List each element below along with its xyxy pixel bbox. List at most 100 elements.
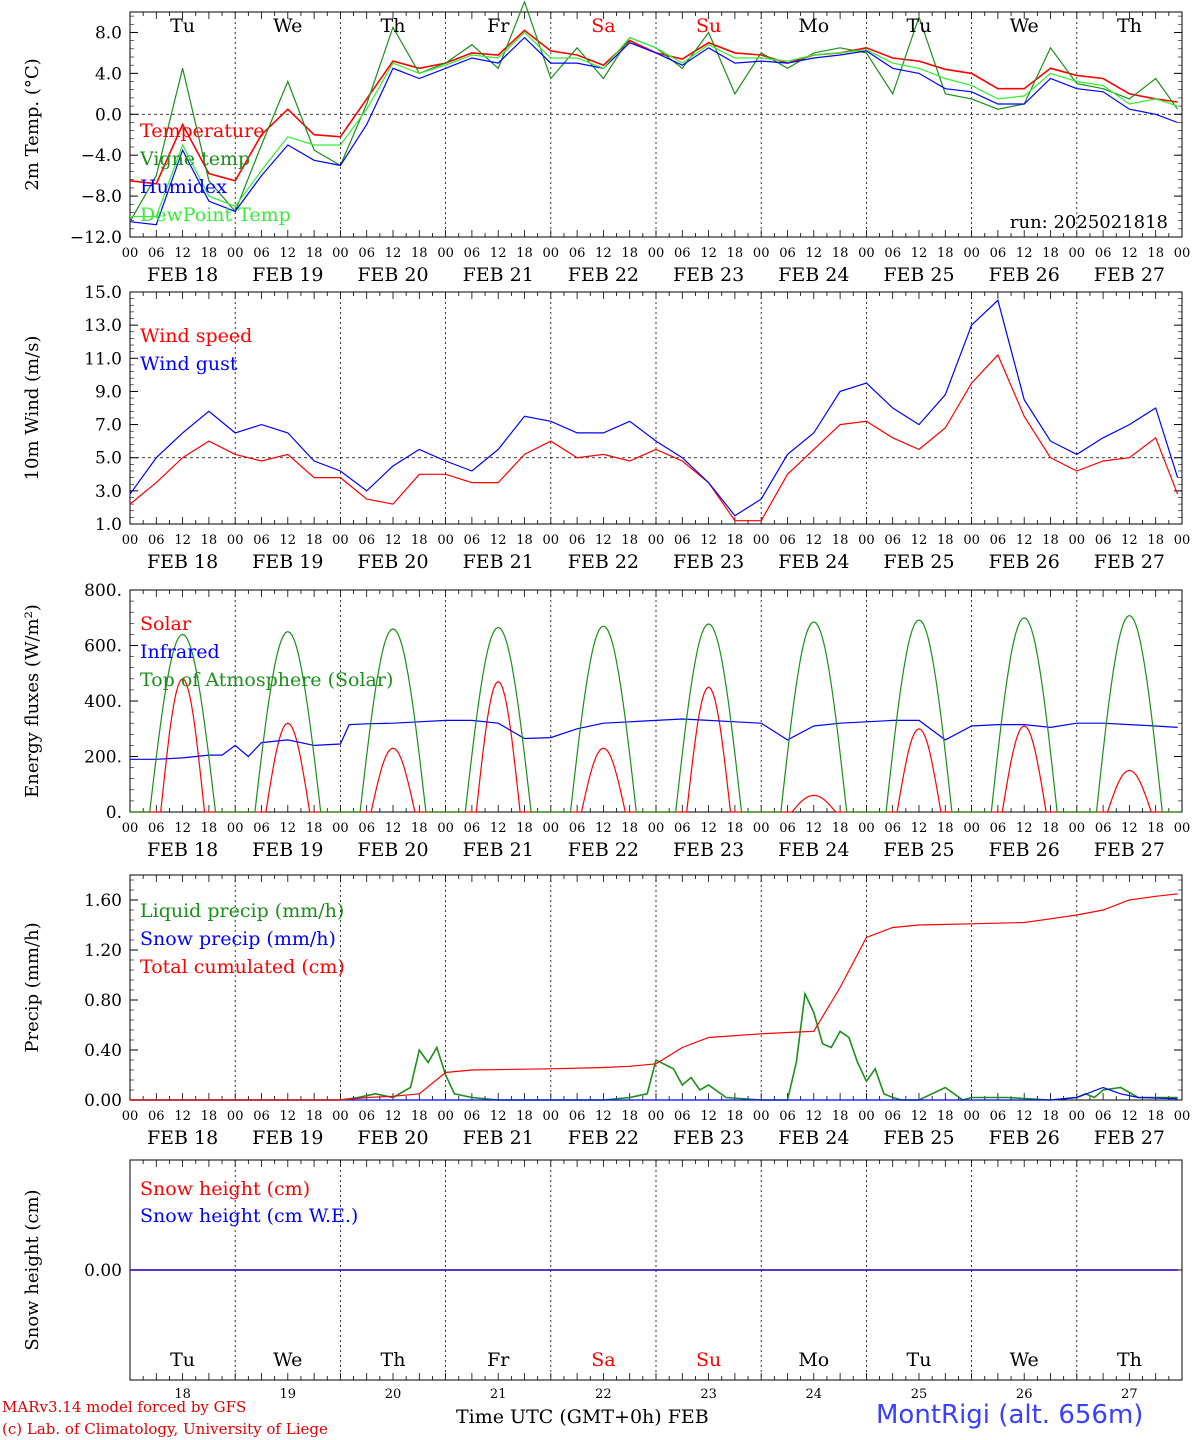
hour-label: 12 [806, 246, 823, 261]
hour-label: 06 [674, 533, 691, 548]
hour-label: 18 [832, 246, 849, 261]
hour-label: 00 [437, 246, 454, 261]
date-label: FEB 20 [357, 1127, 428, 1149]
series-line [129, 353, 1179, 522]
hour-label: 00 [332, 533, 349, 548]
y-tick-label: 8.0 [95, 23, 122, 43]
hour-label: 18 [1147, 246, 1164, 261]
day-number-label: 20 [385, 1387, 402, 1402]
y-tick-label: 7.0 [95, 416, 122, 436]
y-tick-label: −8.0 [81, 187, 122, 207]
weekday-label-bottom: Mo [798, 1349, 829, 1371]
y-axis-label: Precip (mm/h) [22, 922, 43, 1052]
y-tick-label: 13.0 [84, 316, 122, 336]
date-label: FEB 27 [1094, 839, 1165, 861]
hour-label: 18 [201, 821, 218, 836]
series-line [130, 1086, 1178, 1101]
station-label: MontRigi (alt. 656m) [876, 1400, 1144, 1430]
hour-label: 00 [963, 821, 980, 836]
y-tick-label: 200. [84, 748, 122, 768]
day-number-label: 25 [911, 1387, 928, 1402]
date-label: FEB 25 [883, 1127, 954, 1149]
hour-label: 00 [648, 821, 665, 836]
hour-label: 00 [648, 1109, 665, 1124]
hour-label: 06 [779, 1109, 796, 1124]
y-tick-label: 0.80 [84, 991, 122, 1011]
hour-label: 18 [727, 1109, 744, 1124]
hour-label: 12 [1016, 533, 1033, 548]
hour-label: 00 [227, 1109, 244, 1124]
hour-label: 00 [1174, 821, 1191, 836]
series-line [130, 614, 1180, 813]
hour-label: 12 [490, 1109, 507, 1124]
date-label: FEB 26 [989, 264, 1060, 286]
hour-label: 00 [963, 246, 980, 261]
series-line [129, 29, 1178, 185]
hour-label: 18 [621, 1109, 638, 1124]
hour-label: 00 [963, 533, 980, 548]
hour-label: 06 [674, 1109, 691, 1124]
hour-label: 06 [884, 246, 901, 261]
hour-label: 18 [832, 1109, 849, 1124]
hour-label: 18 [832, 821, 849, 836]
y-tick-label: 5.0 [95, 449, 122, 469]
weekday-label-bottom: Th [1117, 1349, 1142, 1371]
date-label: FEB 22 [568, 264, 639, 286]
hour-label: 06 [464, 246, 481, 261]
hour-label: 18 [727, 533, 744, 548]
y-tick-label: 0.40 [84, 1041, 122, 1061]
hour-label: 00 [1069, 533, 1086, 548]
hour-label: 12 [911, 1109, 928, 1124]
y-tick-label: 1.60 [84, 891, 122, 911]
y-tick-label: −4.0 [81, 146, 122, 166]
hour-label: 00 [122, 821, 139, 836]
date-label: FEB 27 [1094, 264, 1165, 286]
hour-label: 18 [1042, 246, 1059, 261]
legend-label: Snow precip (mm/h) [140, 928, 336, 950]
hour-label: 06 [569, 1109, 586, 1124]
hour-label: 12 [700, 246, 717, 261]
date-label: FEB 20 [357, 839, 428, 861]
hour-label: 06 [990, 821, 1007, 836]
hour-label: 06 [358, 1109, 375, 1124]
hour-label: 18 [832, 533, 849, 548]
hour-label: 12 [595, 1109, 612, 1124]
hour-label: 12 [490, 821, 507, 836]
y-tick-label: 1.20 [84, 941, 122, 961]
date-label: FEB 18 [147, 551, 218, 573]
weekday-label-bottom: Th [381, 1349, 406, 1371]
hour-label: 00 [227, 246, 244, 261]
hour-label: 00 [858, 533, 875, 548]
weekday-label-bottom: We [273, 1349, 302, 1371]
hour-label: 00 [648, 246, 665, 261]
date-label: FEB 23 [673, 1127, 744, 1149]
hour-label: 06 [884, 533, 901, 548]
hour-label: 18 [937, 246, 954, 261]
hour-label: 00 [332, 821, 349, 836]
hour-label: 18 [1042, 533, 1059, 548]
day-number-label: 23 [700, 1387, 717, 1402]
time-axis-label: Time UTC (GMT+0h) FEB [456, 1406, 709, 1428]
date-label: FEB 23 [673, 264, 744, 286]
hour-label: 12 [280, 1109, 297, 1124]
day-number-label: 22 [595, 1387, 612, 1402]
hour-label: 00 [753, 533, 770, 548]
run-label: run: 2025021818 [1010, 212, 1168, 233]
hour-label: 12 [1121, 246, 1138, 261]
hour-label: 12 [595, 246, 612, 261]
legend-label: Wind speed [140, 325, 252, 347]
date-label: FEB 22 [568, 551, 639, 573]
hour-label: 18 [1147, 533, 1164, 548]
date-label: FEB 24 [778, 264, 849, 286]
y-axis-label: 10m Wind (m/s) [22, 336, 43, 481]
date-label: FEB 24 [778, 1127, 849, 1149]
hour-label: 06 [253, 533, 270, 548]
hour-label: 00 [227, 533, 244, 548]
hour-label: 12 [174, 821, 191, 836]
hour-label: 12 [1121, 821, 1138, 836]
weekday-label-bottom: Tu [907, 1349, 932, 1371]
hour-label: 18 [516, 246, 533, 261]
hour-label: 12 [490, 533, 507, 548]
series-line [130, 678, 1180, 813]
hour-label: 06 [148, 533, 165, 548]
